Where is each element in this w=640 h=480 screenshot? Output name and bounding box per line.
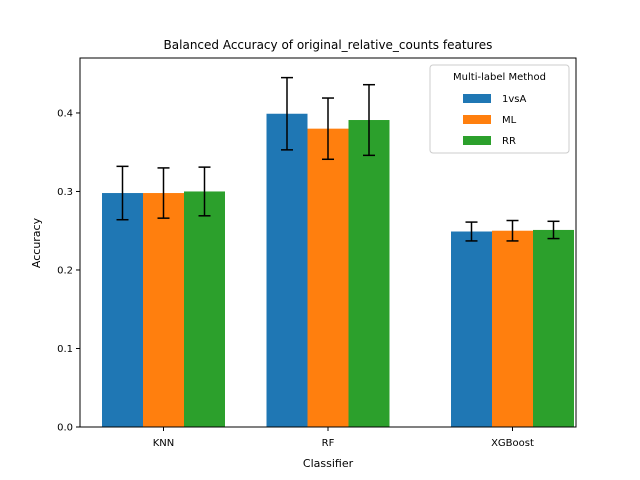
y-tick-label: 0.3: [57, 187, 73, 198]
error-bar-ML-RF: [322, 97, 334, 161]
error-bar-1vsA-KNN: [116, 165, 129, 221]
error-bar-1vsA-RF: [281, 76, 293, 151]
bar-RR-RF: [348, 120, 390, 427]
y-tick-label: 0.1: [57, 344, 73, 355]
x-axis-label: Classifier: [303, 457, 354, 470]
legend-title: Multi-label Method: [453, 72, 546, 83]
y-tick-label: 0.4: [57, 108, 73, 119]
legend-label-ML: ML: [502, 115, 517, 126]
error-bar-RR-KNN: [198, 166, 211, 217]
bar-ML-XGBoost: [492, 230, 533, 427]
legend-swatch-RR: [463, 136, 491, 145]
bar-1vsA-XGBoost: [451, 231, 492, 427]
bar-ML-RF: [307, 128, 349, 427]
x-tick-label: XGBoost: [491, 438, 534, 449]
legend-swatch-ML: [463, 115, 491, 124]
y-axis-label: Accuracy: [30, 217, 43, 268]
legend-box: [429, 64, 570, 154]
bar-ML-KNN: [143, 193, 184, 427]
bar-1vsA-RF: [266, 113, 308, 427]
legend-swatch-1vsA: [463, 94, 491, 103]
error-bar-RR-XGBoost: [547, 220, 560, 240]
error-bar-1vsA-XGBoost: [465, 221, 478, 242]
x-tick-label: RF: [322, 438, 335, 449]
legend: Multi-label Method 1vsA ML RR: [429, 64, 570, 154]
x-tick-label: KNN: [153, 438, 175, 449]
legend-label-RR: RR: [502, 136, 516, 147]
error-bar-RR-RF: [363, 83, 375, 157]
bar-RR-KNN: [184, 191, 225, 427]
y-tick-label: 0.2: [57, 265, 73, 276]
y-tick-label: 0.0: [57, 423, 73, 434]
error-bar-ML-KNN: [157, 167, 170, 219]
legend-label-1vsA: 1vsA: [502, 94, 526, 105]
error-bar-ML-XGBoost: [506, 219, 519, 242]
plot-area: 0.0 0.1 0.2 0.3 0.4 KNN RF XGBoost: [57, 57, 577, 449]
chart-title: Balanced Accuracy of original_relative_c…: [164, 38, 493, 52]
bar-1vsA-KNN: [102, 193, 143, 427]
bar-RR-XGBoost: [533, 229, 574, 427]
